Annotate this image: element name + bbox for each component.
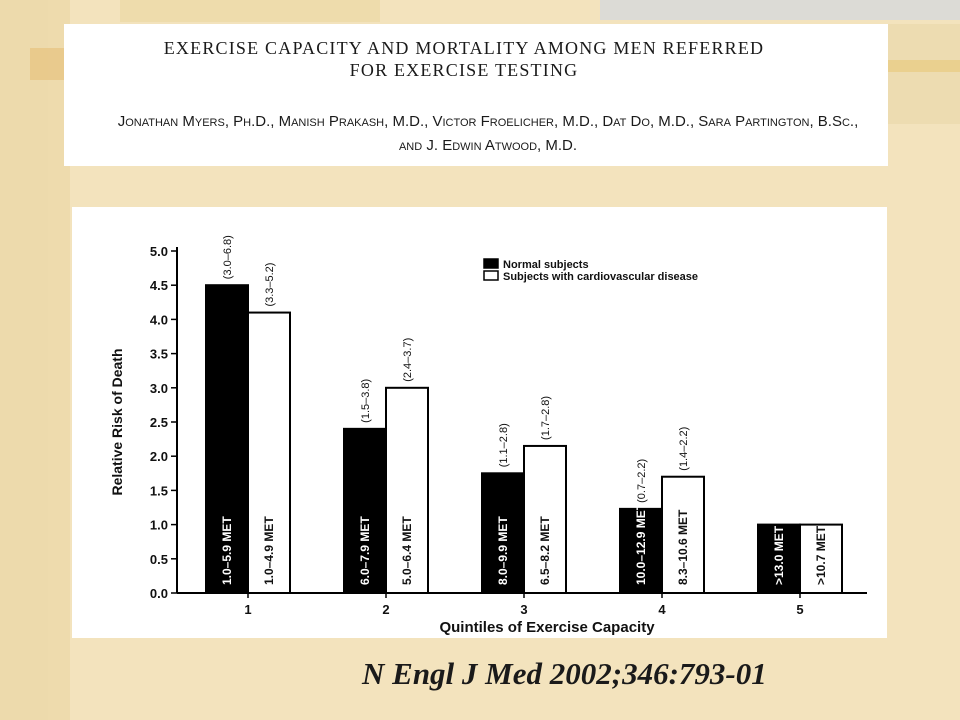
bar-met-label: 5.0–6.4 MET: [400, 516, 414, 585]
bar-cvd-subjects: [661, 475, 705, 594]
y-tick-label: 4.5: [150, 278, 168, 293]
bar-ci-label: (1.1–2.8): [498, 423, 510, 467]
bar-cvd-subjects: [523, 444, 567, 594]
article-authors: Jonathan Myers, Ph.D., Manish Prakash, M…: [88, 110, 888, 158]
x-axis-title: Quintiles of Exercise Capacity: [439, 619, 655, 636]
x-tick-label: 3: [520, 602, 527, 617]
article-header-panel: EXERCISE CAPACITY AND MORTALITY AMONG ME…: [64, 24, 888, 166]
bar-met-label: 10.0–12.9 MET: [634, 502, 648, 585]
bar-met-label: 6.0–7.9 MET: [358, 516, 372, 585]
chart-panel: 0.0 0.5 1.0 1.5 2.0 2.5 3.0 3.5 4.0 4.5 5.0 Relativ…: [72, 207, 887, 638]
bar-ci-label: (1.7–2.8): [540, 396, 552, 440]
bar-ci-label: (0.7–2.2): [636, 459, 648, 503]
author-line: and J. Edwin Atwood, M.D.: [398, 137, 578, 154]
x-tick-label: 5: [796, 602, 803, 617]
y-tick-label: 3.5: [150, 347, 168, 362]
bar-ci-label: (1.4–2.2): [678, 427, 690, 471]
y-tick-label: 0.5: [150, 552, 168, 567]
bar-normal-subjects: [205, 284, 249, 594]
y-tick-label: 2.0: [150, 449, 168, 464]
bar-met-label: 1.0–4.9 MET: [262, 516, 276, 585]
bar-chart: 0.0 0.5 1.0 1.5 2.0 2.5 3.0 3.5 4.0 4.5 5.0 Relativ…: [109, 235, 867, 636]
x-tick-label: 1: [244, 602, 251, 617]
y-tick-label: 2.5: [150, 415, 168, 430]
bar-met-label: 6.5–8.2 MET: [538, 516, 552, 585]
y-axis-title: Relative Risk of Death: [109, 348, 125, 495]
article-title-line: FOR EXERCISE TESTING: [349, 60, 579, 80]
x-tick-label: 2: [382, 602, 389, 617]
y-tick-label: 3.0: [150, 381, 168, 396]
bar-met-label: 1.0–5.9 MET: [220, 516, 234, 585]
y-tick-label: 4.0: [150, 312, 168, 327]
bar-met-label: 8.3–10.6 MET: [676, 509, 690, 585]
legend-label: Normal subjects: [503, 259, 589, 271]
author-line: Jonathan Myers, Ph.D., Manish Prakash, M…: [117, 113, 859, 130]
bar-cvd-subjects: [799, 523, 843, 595]
bar-ci-label: (2.4–3.7): [402, 338, 414, 382]
bar-met-label: >13.0 MET: [772, 525, 786, 585]
y-tick-label: 1.0: [150, 518, 168, 533]
journal-citation: N Engl J Med 2002;346:793-01: [362, 656, 767, 691]
legend-swatch: [483, 258, 499, 269]
bar-cvd-subjects: [247, 311, 291, 594]
bar-ci-label: (1.5–3.8): [360, 379, 372, 423]
legend-label: Subjects with cardiovascular disease: [503, 271, 698, 283]
article-title-line: EXERCISE CAPACITY AND MORTALITY AMONG ME…: [163, 38, 765, 58]
bar-normal-subjects: [481, 472, 525, 594]
legend-swatch: [483, 270, 499, 281]
bar-met-label: 8.0–9.9 MET: [496, 516, 510, 585]
article-title: EXERCISE CAPACITY AND MORTALITY AMONG ME…: [64, 37, 864, 81]
bar-normal-subjects: [619, 507, 663, 595]
bar-ci-label: (3.3–5.2): [264, 263, 276, 307]
y-tick-label: 1.5: [150, 483, 168, 498]
bar-cvd-subjects: [385, 386, 429, 594]
bar-ci-label: (3.0–6.8): [222, 235, 234, 279]
bar-met-label: >10.7 MET: [814, 525, 828, 585]
x-tick-label: 4: [658, 602, 666, 617]
bar-normal-subjects: [757, 523, 801, 595]
y-tick-label: 5.0: [150, 244, 168, 259]
y-tick-label: 0.0: [150, 586, 168, 601]
